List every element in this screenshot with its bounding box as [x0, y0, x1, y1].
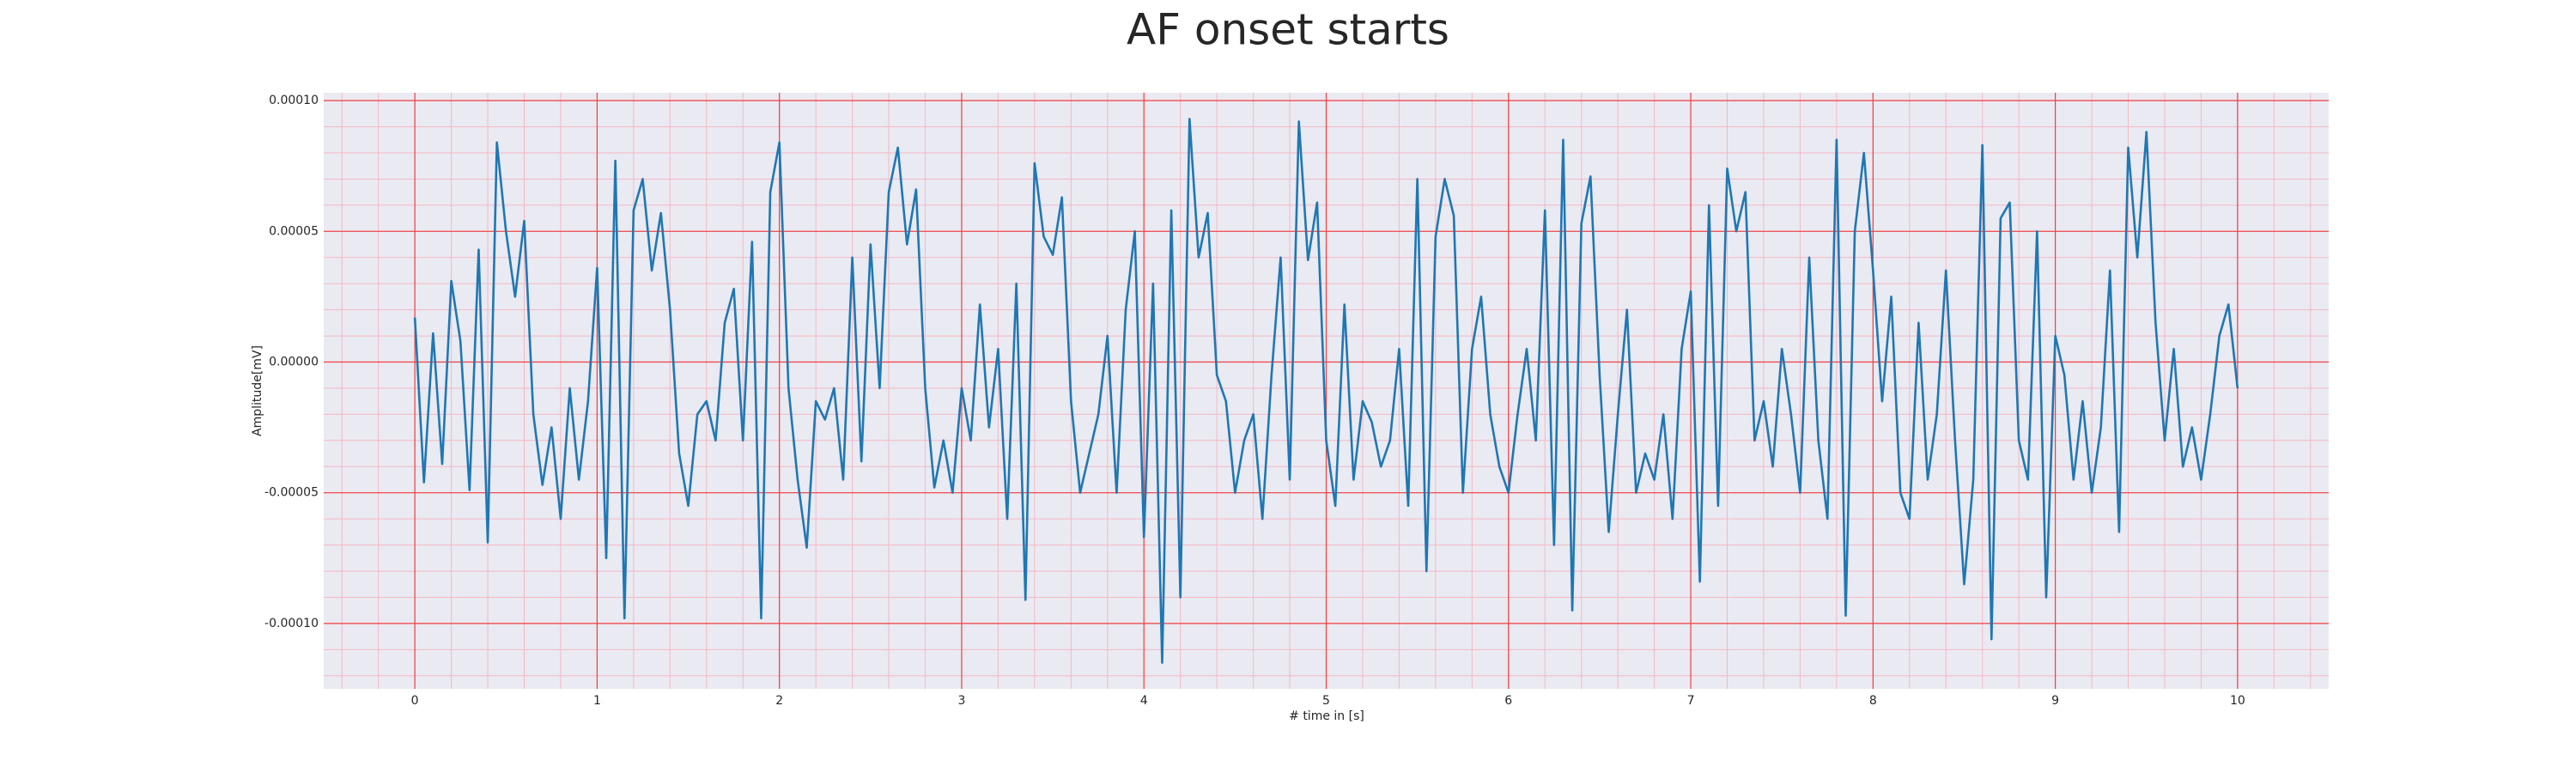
x-tick-label: 5	[1322, 694, 1330, 708]
y-tick-label: 0.00000	[269, 356, 319, 369]
x-tick-label: 2	[775, 694, 783, 708]
y-tick-label: 0.00005	[269, 224, 319, 238]
x-tick-label: 8	[1869, 694, 1877, 708]
x-axis-label: # time in [s]	[1289, 709, 1364, 723]
y-tick-label: 0.00010	[269, 94, 319, 107]
x-tick-label: 4	[1140, 694, 1148, 708]
x-tick-label: 0	[411, 694, 419, 708]
y-tick-label: -0.00005	[264, 486, 319, 500]
x-tick-label: 7	[1687, 694, 1695, 708]
x-tick-label: 10	[2230, 694, 2245, 708]
y-tick-label: -0.00010	[264, 617, 319, 630]
x-tick-label: 6	[1504, 694, 1512, 708]
y-axis-label: Amplitude[mV]	[251, 345, 264, 436]
x-tick-label: 9	[2051, 694, 2059, 708]
x-tick-label: 1	[593, 694, 601, 708]
x-tick-label: 3	[957, 694, 965, 708]
signal-line	[413, 118, 2239, 664]
chart-title: AF onset starts	[1127, 5, 1449, 55]
